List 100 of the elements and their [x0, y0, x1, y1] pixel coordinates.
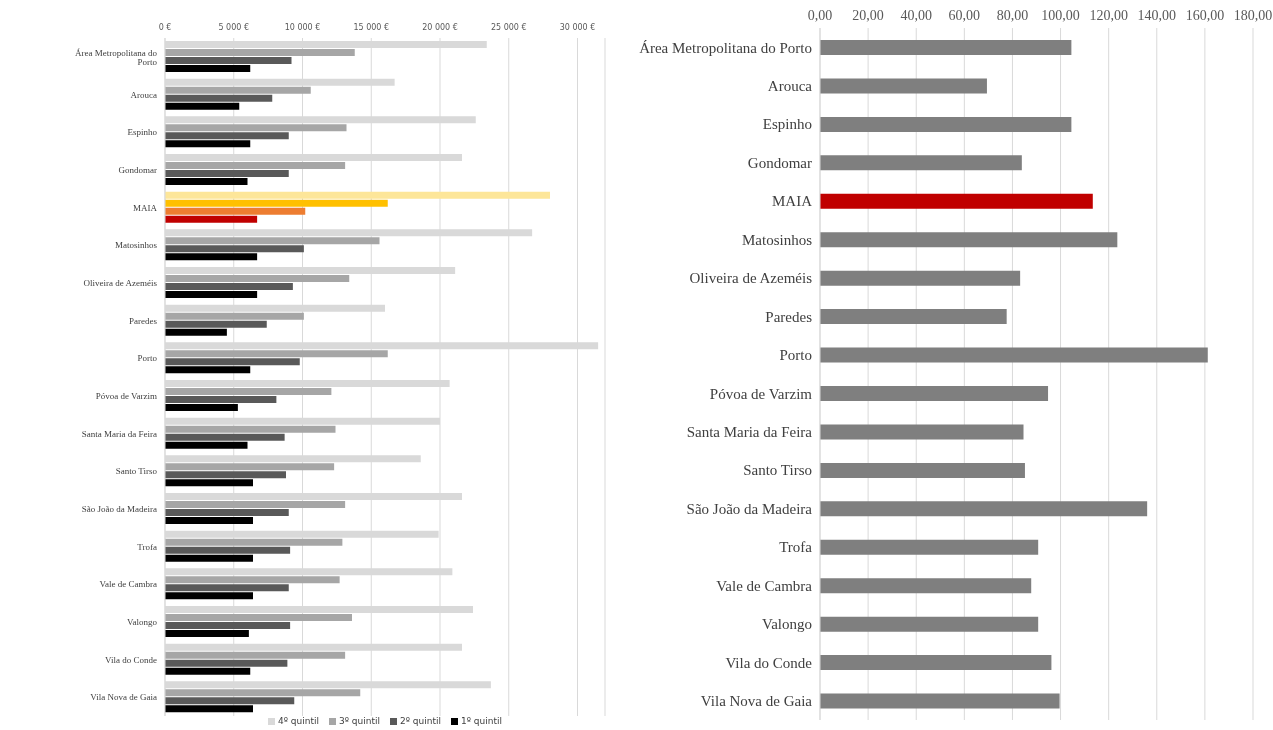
bar	[165, 441, 248, 449]
bar	[165, 199, 388, 207]
y-tick-label: Porto	[779, 347, 812, 364]
bar	[165, 140, 251, 148]
bar	[165, 237, 380, 245]
y-tick-label: MAIA	[772, 193, 813, 210]
y-tick-label: Trofa	[779, 539, 813, 556]
y-tick-label: Matosinhos	[114, 240, 158, 251]
bar	[165, 215, 258, 223]
bar	[165, 509, 289, 516]
bar	[165, 366, 251, 374]
x-tick-label: 180,00	[1233, 8, 1273, 23]
bar	[165, 102, 240, 110]
y-tick-label: Porto	[137, 353, 158, 364]
y-tick-label: MAIA	[133, 202, 158, 213]
bar	[165, 404, 238, 411]
bar	[820, 40, 1072, 55]
x-tick-label: 25 000 €	[490, 23, 527, 32]
bar	[165, 245, 304, 253]
y-tick-label: Matosinhos	[741, 231, 813, 248]
y-tick-label: Arouca	[767, 77, 813, 94]
bar	[820, 309, 1007, 325]
bar	[165, 350, 388, 358]
bar	[165, 170, 289, 177]
bar	[165, 576, 340, 584]
x-tick-label: 0 €	[158, 23, 172, 32]
bar	[165, 479, 253, 487]
y-tick-label: Arouca	[130, 89, 157, 100]
bar	[165, 614, 352, 621]
bar	[165, 630, 249, 637]
bar	[165, 320, 267, 328]
bar	[165, 207, 306, 215]
bar	[820, 539, 1039, 555]
y-tick-label: Gondomar	[118, 165, 157, 176]
x-tick-label: 40,00	[900, 8, 932, 23]
bar	[165, 705, 253, 713]
bar	[820, 78, 987, 94]
bar	[165, 358, 300, 366]
y-tick-label: Póvoa de Varzim	[95, 391, 157, 402]
bar	[165, 65, 251, 72]
bar	[165, 538, 343, 546]
bar	[820, 424, 1024, 440]
y-tick-label: Trofa	[137, 541, 157, 552]
bar	[165, 253, 258, 261]
y-tick-label: São João da Madeira	[81, 504, 157, 515]
bar	[820, 232, 1118, 248]
bar	[165, 162, 346, 169]
bar	[165, 501, 346, 508]
y-tick-label: Paredes	[765, 308, 813, 325]
bar	[165, 291, 258, 298]
bar	[820, 155, 1022, 171]
bar	[165, 94, 273, 102]
bar	[820, 578, 1032, 594]
y-tick-label: São João da Madeira	[686, 500, 813, 517]
bar	[165, 517, 253, 524]
y-tick-label: Valongo	[762, 616, 812, 633]
bar	[165, 622, 291, 629]
bar	[165, 283, 293, 290]
x-tick-label: 160,00	[1185, 8, 1225, 23]
bar	[820, 616, 1039, 632]
bar	[820, 193, 1093, 209]
y-tick-label: Vila do Conde	[725, 654, 813, 671]
bar	[165, 178, 248, 185]
legend-label: 3º quintil	[339, 716, 380, 726]
legend-label: 4º quintil	[278, 716, 320, 726]
bar	[820, 386, 1049, 401]
bar	[165, 554, 253, 562]
y-tick-label: Vila do Conde	[105, 654, 157, 665]
y-tick-label: Gondomar	[747, 154, 812, 171]
bar	[820, 270, 1021, 286]
bar	[820, 501, 1148, 517]
x-tick-label: 30 000 €	[559, 23, 596, 32]
bar	[165, 546, 291, 554]
bar	[165, 659, 288, 667]
bar	[820, 462, 1025, 478]
bar	[820, 116, 1072, 132]
bar	[820, 655, 1052, 671]
y-tick-label: Valongo	[127, 617, 158, 628]
y-tick-label: Vila Nova de Gaia	[90, 692, 157, 703]
y-tick-label: Santo Tirso	[743, 462, 812, 479]
x-tick-label: 60,00	[948, 8, 981, 23]
bar	[165, 191, 550, 199]
bar	[165, 124, 347, 132]
y-tick-label: Santa Maria da Feira	[686, 423, 813, 440]
x-tick-label: 5 000 €	[218, 23, 250, 32]
y-tick-label: Espinho	[762, 116, 812, 133]
bar	[165, 312, 304, 320]
bar	[165, 471, 286, 479]
bar	[165, 49, 355, 56]
y-tick-label: Vale de Cambra	[99, 579, 157, 590]
bar	[165, 396, 277, 403]
y-tick-label: Póvoa de Varzim	[709, 385, 813, 402]
bar	[165, 275, 350, 282]
bar	[165, 584, 289, 592]
bar	[820, 693, 1060, 709]
x-tick-label: 100,00	[1041, 8, 1080, 23]
x-tick-label: 140,00	[1137, 8, 1177, 23]
y-tick-label: Oliveira de Azeméis	[83, 278, 158, 289]
x-tick-label: 0,00	[807, 8, 833, 23]
bar	[165, 388, 332, 395]
